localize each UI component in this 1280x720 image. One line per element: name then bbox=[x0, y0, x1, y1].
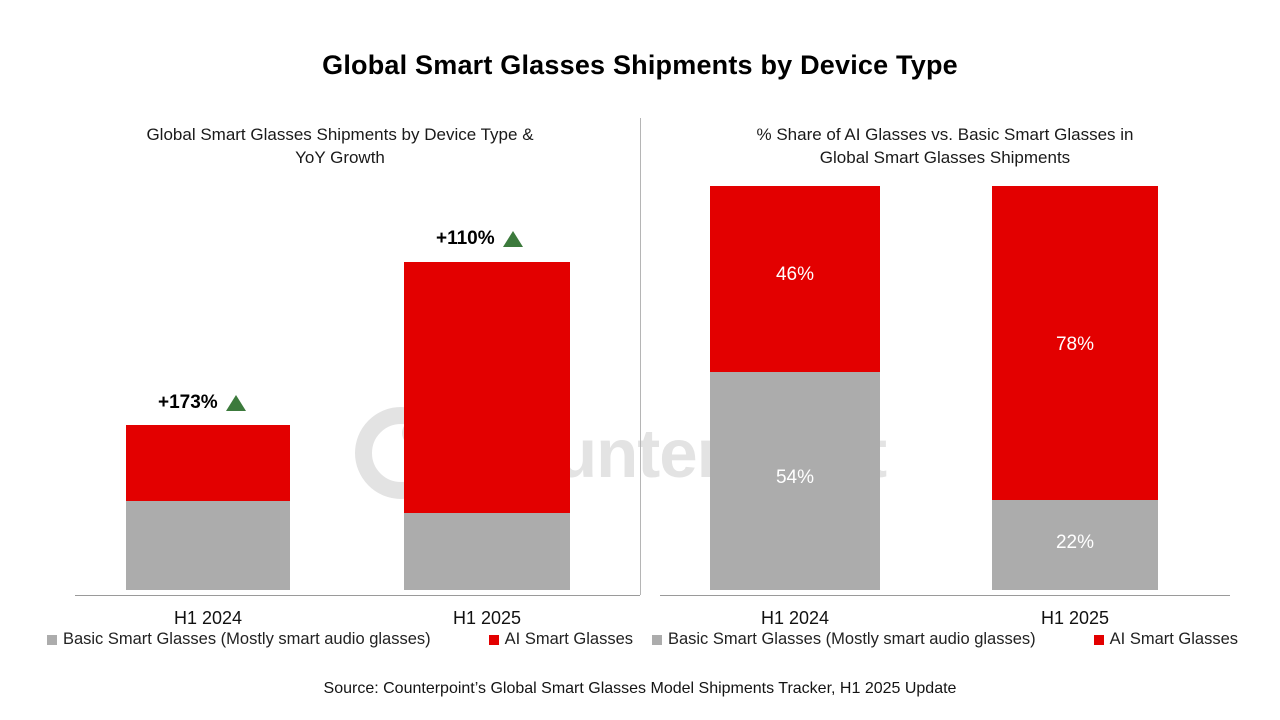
growth-up-arrow-icon bbox=[502, 231, 523, 247]
right-chart-panel: % Share of AI Glasses vs. Basic Smart Gl… bbox=[650, 110, 1240, 670]
page-title: Global Smart Glasses Shipments by Device… bbox=[322, 50, 958, 80]
legend-swatch-ai-icon bbox=[488, 634, 499, 645]
right-category-label-2024: H1 2024 bbox=[760, 608, 830, 628]
right-bar-h1-2024[interactable]: 46% 54% bbox=[710, 186, 880, 590]
left-plot-area: +173% H1 2024 +110% H1 2025 bbox=[40, 110, 640, 628]
panel-divider bbox=[640, 118, 641, 595]
left-bar-2024-basic-segment[interactable] bbox=[126, 501, 290, 590]
right-bar-2025-basic-segment[interactable]: 22% bbox=[992, 500, 1158, 590]
left-legend-label-basic: Basic Smart Glasses (Mostly smart audio … bbox=[62, 630, 431, 648]
left-bar-h1-2025[interactable] bbox=[404, 262, 570, 590]
left-growth-annotation-2024: +173% bbox=[158, 392, 246, 414]
right-legend: Basic Smart Glasses (Mostly smart audio … bbox=[650, 630, 1240, 649]
right-subtitle-line-1: % Share of AI Glasses vs. Basic Smart Gl… bbox=[756, 125, 1134, 144]
legend-swatch-ai-icon bbox=[1093, 634, 1104, 645]
growth-up-arrow-icon bbox=[225, 395, 246, 411]
growth-value-2025: +110% bbox=[436, 228, 495, 249]
right-axis-line bbox=[660, 595, 1230, 596]
legend-swatch-basic-icon bbox=[651, 634, 662, 645]
left-legend-label-ai: AI Smart Glasses bbox=[504, 630, 634, 648]
right-bar-2025-ai-segment[interactable]: 78% bbox=[992, 186, 1158, 500]
right-bar-h1-2025[interactable]: 78% 22% bbox=[992, 186, 1158, 590]
left-subtitle-line-2: YoY Growth bbox=[295, 147, 385, 167]
source-note: Source: Counterpoint’s Global Smart Glas… bbox=[323, 680, 957, 697]
left-legend: Basic Smart Glasses (Mostly smart audio … bbox=[40, 630, 640, 649]
right-legend-label-ai: AI Smart Glasses bbox=[1109, 630, 1239, 648]
right-bar-2024-basic-segment[interactable]: 54% bbox=[710, 372, 880, 590]
right-bar-2024-basic-label: 54% bbox=[775, 467, 815, 488]
left-chart-panel: Global Smart Glasses Shipments by Device… bbox=[40, 110, 640, 670]
growth-value-2024: +173% bbox=[158, 392, 218, 413]
right-chart-subtitle: % Share of AI Glasses vs. Basic Smart Gl… bbox=[650, 124, 1240, 170]
left-legend-item-ai[interactable]: AI Smart Glasses bbox=[488, 630, 634, 649]
right-legend-label-basic: Basic Smart Glasses (Mostly smart audio … bbox=[667, 630, 1036, 648]
legend-swatch-basic-icon bbox=[46, 634, 57, 645]
left-bar-h1-2024[interactable] bbox=[126, 425, 290, 590]
left-bar-2025-basic-segment[interactable] bbox=[404, 513, 570, 590]
right-legend-item-ai[interactable]: AI Smart Glasses bbox=[1093, 630, 1239, 649]
right-category-label-2025: H1 2025 bbox=[1040, 608, 1110, 628]
left-bar-2025-ai-segment[interactable] bbox=[404, 262, 570, 513]
right-subtitle-line-2: Global Smart Glasses Shipments bbox=[819, 147, 1071, 167]
left-growth-annotation-2025: +110% bbox=[436, 228, 523, 250]
right-bar-2024-ai-label: 46% bbox=[775, 264, 815, 285]
right-bar-2025-basic-label: 22% bbox=[1055, 532, 1095, 553]
left-category-label-2025: H1 2025 bbox=[452, 608, 522, 628]
right-plot-area: 46% 54% H1 2024 78% 22% H1 2025 bbox=[650, 110, 1240, 628]
right-legend-item-basic[interactable]: Basic Smart Glasses (Mostly smart audio … bbox=[651, 630, 1036, 649]
left-legend-item-basic[interactable]: Basic Smart Glasses (Mostly smart audio … bbox=[46, 630, 431, 649]
left-bar-2024-ai-segment[interactable] bbox=[126, 425, 290, 501]
left-category-label-2024: H1 2024 bbox=[173, 608, 243, 628]
left-subtitle-line-1: Global Smart Glasses Shipments by Device… bbox=[146, 125, 534, 144]
left-axis-line bbox=[75, 595, 640, 596]
left-chart-subtitle: Global Smart Glasses Shipments by Device… bbox=[40, 124, 640, 170]
right-bar-2024-ai-segment[interactable]: 46% bbox=[710, 186, 880, 372]
right-bar-2025-ai-label: 78% bbox=[1055, 334, 1095, 355]
